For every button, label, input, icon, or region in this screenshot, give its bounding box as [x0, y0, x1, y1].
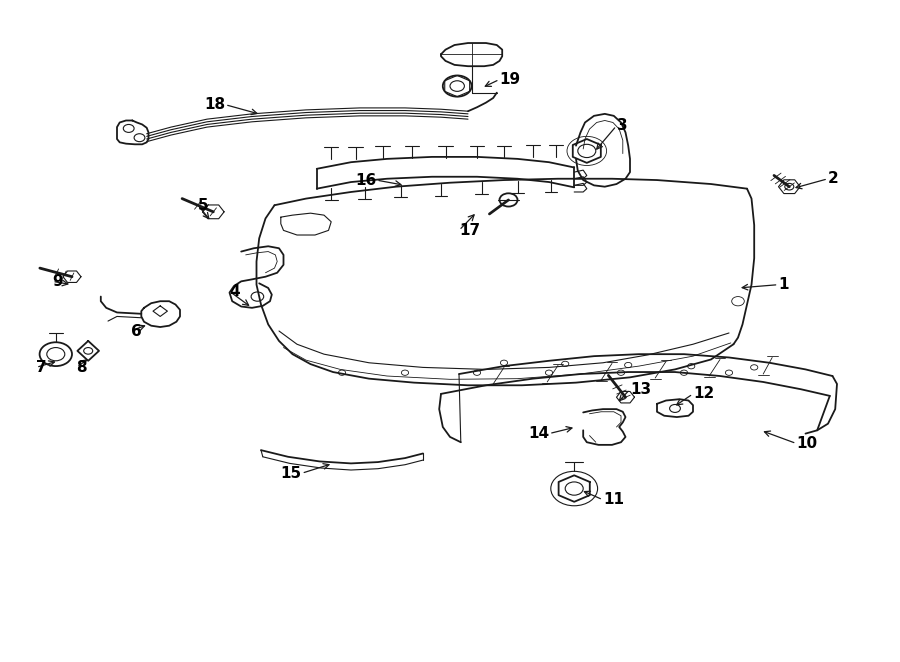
Text: 13: 13 — [630, 382, 651, 397]
Text: 14: 14 — [528, 426, 549, 441]
Text: 17: 17 — [459, 223, 480, 238]
Text: 2: 2 — [828, 171, 839, 186]
Text: 12: 12 — [693, 387, 715, 401]
Text: 9: 9 — [52, 274, 63, 289]
Text: 10: 10 — [796, 436, 817, 451]
Text: 11: 11 — [603, 493, 624, 507]
Text: 4: 4 — [230, 284, 240, 299]
Text: 6: 6 — [130, 324, 141, 338]
Text: 3: 3 — [616, 118, 627, 133]
Text: 1: 1 — [778, 277, 789, 292]
Text: 8: 8 — [76, 360, 87, 375]
Text: 7: 7 — [36, 360, 47, 375]
Text: 16: 16 — [355, 173, 376, 187]
Text: 15: 15 — [281, 466, 302, 481]
Text: 5: 5 — [198, 198, 209, 213]
Text: 18: 18 — [204, 97, 225, 112]
Text: 19: 19 — [500, 72, 520, 87]
